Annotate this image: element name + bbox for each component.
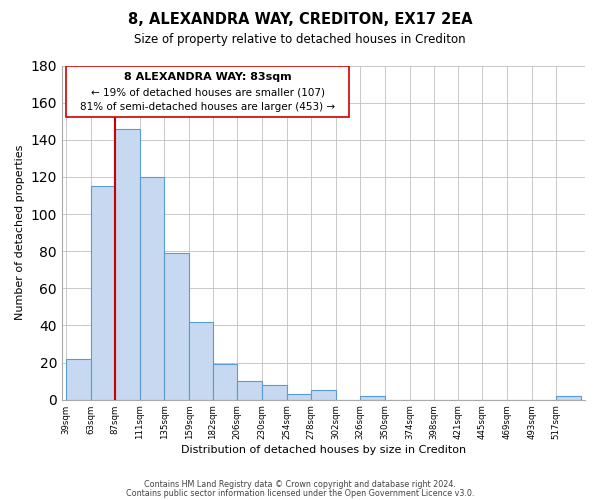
Bar — [189, 322, 212, 400]
X-axis label: Distribution of detached houses by size in Crediton: Distribution of detached houses by size … — [181, 445, 466, 455]
Text: Size of property relative to detached houses in Crediton: Size of property relative to detached ho… — [134, 32, 466, 46]
Bar — [140, 177, 164, 400]
Bar — [212, 364, 238, 400]
Bar — [66, 359, 91, 400]
Bar — [287, 394, 311, 400]
Text: Contains HM Land Registry data © Crown copyright and database right 2024.: Contains HM Land Registry data © Crown c… — [144, 480, 456, 489]
Text: ← 19% of detached houses are smaller (107): ← 19% of detached houses are smaller (10… — [91, 88, 325, 98]
Polygon shape — [66, 66, 349, 118]
Y-axis label: Number of detached properties: Number of detached properties — [15, 145, 25, 320]
Text: 8, ALEXANDRA WAY, CREDITON, EX17 2EA: 8, ALEXANDRA WAY, CREDITON, EX17 2EA — [128, 12, 472, 28]
Bar — [238, 381, 262, 400]
Bar — [311, 390, 336, 400]
Bar — [361, 396, 385, 400]
Bar — [91, 186, 115, 400]
Bar — [556, 396, 581, 400]
Bar — [115, 128, 140, 400]
Text: Contains public sector information licensed under the Open Government Licence v3: Contains public sector information licen… — [126, 488, 474, 498]
Text: 8 ALEXANDRA WAY: 83sqm: 8 ALEXANDRA WAY: 83sqm — [124, 72, 292, 82]
Text: 81% of semi-detached houses are larger (453) →: 81% of semi-detached houses are larger (… — [80, 102, 335, 113]
Bar — [262, 385, 287, 400]
Bar — [164, 253, 189, 400]
